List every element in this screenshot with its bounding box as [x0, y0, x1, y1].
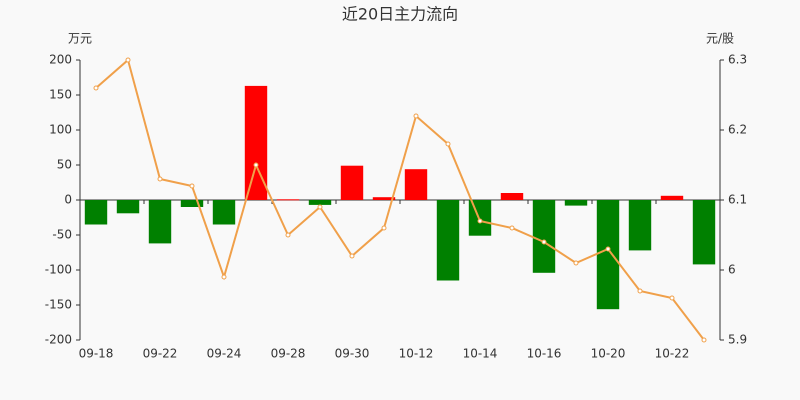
x-tick-label: 10-14	[463, 347, 498, 361]
line-point	[605, 246, 611, 252]
y2-tick-label: 6.1	[728, 193, 747, 207]
line-point	[189, 183, 195, 189]
bar	[372, 197, 396, 200]
line-point	[477, 218, 483, 224]
x-tick-label: 09-30	[335, 347, 370, 361]
bar	[84, 200, 108, 225]
line-point	[253, 162, 259, 168]
x-tick-label: 09-24	[207, 347, 242, 361]
x-tick-label: 10-16	[527, 347, 562, 361]
bar	[500, 193, 524, 200]
y-tick-label: 150	[49, 88, 72, 102]
line-point	[317, 204, 323, 210]
y2-tick-label: 6.3	[728, 53, 747, 67]
bar	[564, 200, 588, 206]
line-point	[285, 232, 291, 238]
line-point	[445, 141, 451, 147]
x-tick-label: 09-18	[79, 347, 114, 361]
line-point	[413, 113, 419, 119]
line-point	[669, 295, 675, 301]
line-point	[541, 239, 547, 245]
bar	[628, 200, 652, 251]
bar	[180, 200, 204, 207]
y2-tick-label: 6	[728, 263, 736, 277]
y2-tick-label: 5.9	[728, 333, 747, 347]
bar	[116, 200, 140, 214]
x-tick-label: 09-28	[271, 347, 306, 361]
line-point	[701, 337, 707, 343]
y-tick-label: -100	[45, 263, 72, 277]
bar	[596, 200, 620, 310]
line-point	[381, 225, 387, 231]
chart-title: 近20日主力流向	[342, 5, 458, 24]
line-point	[221, 274, 227, 280]
price-line	[95, 58, 705, 341]
bar	[660, 195, 684, 200]
bar	[276, 199, 300, 201]
y-axis-label: 万元	[68, 32, 92, 46]
bar	[436, 200, 460, 281]
y-tick-label: -150	[45, 298, 72, 312]
x-tick-label: 09-22	[143, 347, 178, 361]
line-point	[125, 57, 131, 63]
bar	[212, 200, 236, 225]
y-tick-label: 100	[49, 123, 72, 137]
y-tick-label: -200	[45, 333, 72, 347]
bar	[468, 200, 492, 236]
y2-axis-label: 元/股	[706, 32, 734, 46]
bar	[244, 85, 268, 200]
line-point	[637, 288, 643, 294]
line-point	[573, 260, 579, 266]
line-point	[93, 85, 99, 91]
bar	[340, 165, 364, 200]
y2-tick-label: 6.2	[728, 123, 747, 137]
bar	[308, 200, 332, 205]
bar	[148, 200, 172, 244]
x-tick-label: 10-20	[591, 347, 626, 361]
line-point	[349, 253, 355, 259]
y-tick-label: 0	[64, 193, 72, 207]
bar	[692, 200, 716, 265]
x-tick-label: 10-22	[655, 347, 690, 361]
bar	[404, 169, 428, 200]
y-tick-label: 200	[49, 53, 72, 67]
line-point	[509, 225, 515, 231]
bar	[532, 200, 556, 273]
x-tick-label: 10-12	[399, 347, 434, 361]
y-tick-label: 50	[57, 158, 72, 172]
line-point	[157, 176, 163, 182]
y-tick-label: -50	[52, 228, 72, 242]
